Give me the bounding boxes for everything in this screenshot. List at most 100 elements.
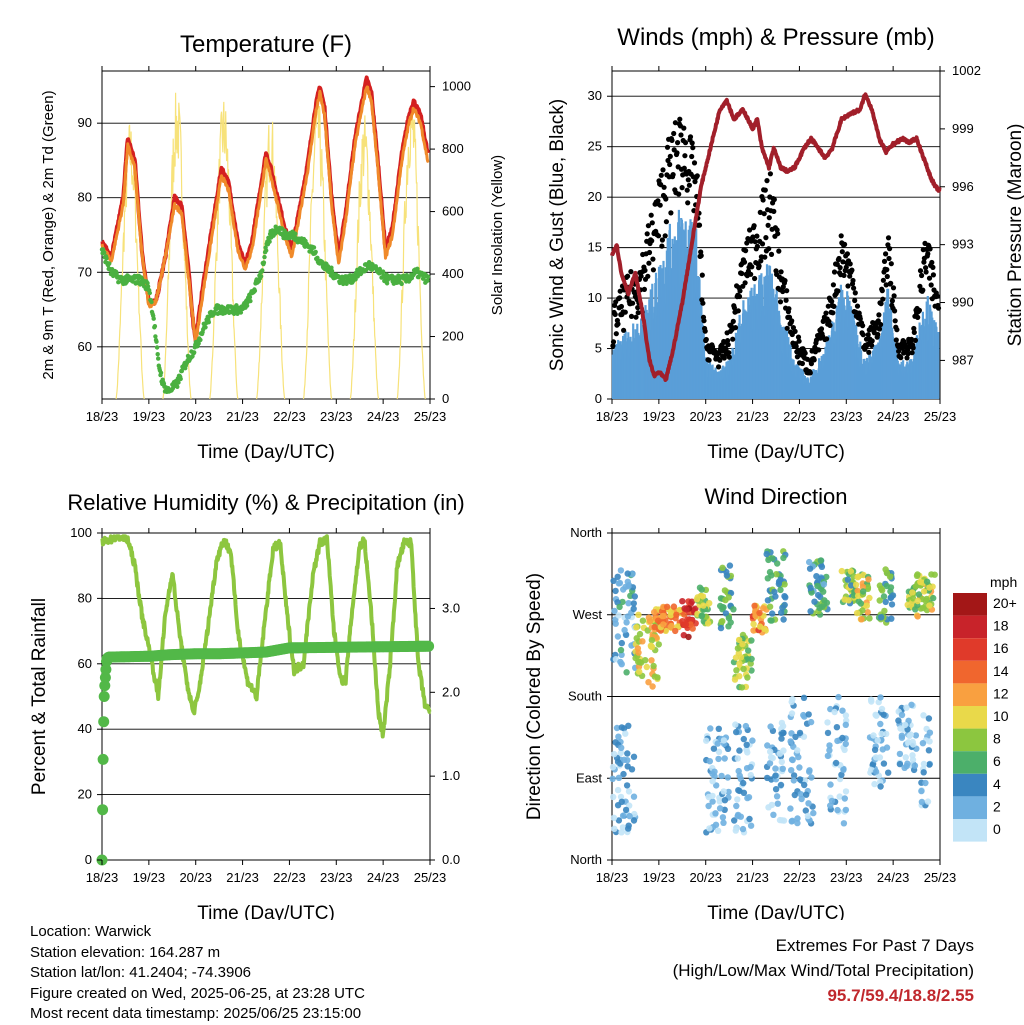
gust-point xyxy=(927,246,933,252)
direction-point xyxy=(813,573,820,580)
direction-point xyxy=(853,609,861,617)
colorbar-label: 0 xyxy=(993,821,1001,837)
gust-point xyxy=(674,150,680,156)
x-tick-label: 25/23 xyxy=(924,870,957,885)
dewpoint-point xyxy=(178,376,183,382)
gust-point xyxy=(625,273,631,279)
direction-point xyxy=(726,562,734,569)
direction-point xyxy=(719,814,727,821)
direction-point xyxy=(634,645,642,652)
gust-point xyxy=(767,171,774,177)
gust-point xyxy=(847,273,853,279)
dewpoint-point xyxy=(248,298,253,304)
gust-point xyxy=(893,337,899,343)
gust-point xyxy=(766,246,772,252)
dewpoint-point xyxy=(320,260,325,265)
direction-point xyxy=(621,626,628,634)
direction-point xyxy=(721,797,729,804)
gust-point xyxy=(682,140,689,146)
direction-point xyxy=(740,779,747,787)
direction-point xyxy=(626,812,633,820)
direction-point xyxy=(723,572,731,579)
dewpoint-point xyxy=(273,224,278,229)
direction-point xyxy=(800,694,808,701)
dewpoint-point xyxy=(425,274,431,279)
direction-point xyxy=(831,708,838,716)
gust-point xyxy=(612,311,618,317)
gust-point xyxy=(786,306,792,312)
direction-point xyxy=(789,817,796,824)
gust-point xyxy=(687,134,694,140)
direction-point xyxy=(625,583,632,590)
direction-point xyxy=(773,571,780,578)
gust-point xyxy=(691,160,698,166)
direction-point xyxy=(761,625,768,633)
gust-point xyxy=(876,326,883,332)
gust-point xyxy=(664,144,671,150)
gust-point xyxy=(830,310,836,316)
direction-point xyxy=(864,584,872,591)
gust-point xyxy=(830,282,837,288)
direction-point xyxy=(807,608,814,615)
direction-point xyxy=(904,601,911,608)
direction-point xyxy=(804,812,812,820)
direction-point xyxy=(802,807,809,814)
direction-point xyxy=(623,619,630,626)
direction-point xyxy=(788,767,795,774)
direction-point xyxy=(751,602,758,609)
direction-point xyxy=(715,725,722,732)
gust-point xyxy=(754,243,761,249)
direction-point xyxy=(844,576,852,583)
x-tick-label: 20/23 xyxy=(179,409,212,424)
colorbar-swatch xyxy=(953,660,987,684)
gust-point xyxy=(850,277,856,284)
x-tick-label: 21/23 xyxy=(226,409,259,424)
direction-point xyxy=(772,593,779,600)
direction-point xyxy=(769,754,776,762)
direction-point xyxy=(919,740,927,747)
direction-point xyxy=(624,750,631,757)
gust-point xyxy=(682,153,688,159)
direction-point xyxy=(683,606,690,613)
dewpoint-point xyxy=(149,299,154,305)
direction-point xyxy=(914,613,921,620)
direction-point xyxy=(724,774,731,781)
dewpoint-point xyxy=(153,334,158,339)
y-tick-label: 5 xyxy=(595,341,602,356)
dewpoint-point xyxy=(152,324,158,329)
gust-point xyxy=(841,272,847,278)
chart-title: Temperature (F) xyxy=(180,31,352,58)
direction-point xyxy=(789,756,796,764)
direction-point xyxy=(763,550,770,558)
gust-point xyxy=(644,231,650,237)
direction-point xyxy=(832,759,840,767)
direction-point xyxy=(718,772,725,780)
dewpoint-series xyxy=(99,224,431,394)
direction-point xyxy=(742,722,750,730)
gust-point xyxy=(742,280,748,286)
direction-point xyxy=(610,793,617,801)
direction-point xyxy=(750,620,757,628)
pressure-series xyxy=(610,92,942,382)
direction-point xyxy=(810,809,817,817)
direction-point xyxy=(778,735,785,742)
direction-point xyxy=(635,658,642,666)
y-tick-label: South xyxy=(568,689,602,704)
direction-point xyxy=(633,624,640,631)
dewpoint-point xyxy=(145,280,150,286)
direction-point xyxy=(842,806,850,814)
direction-point xyxy=(781,593,788,600)
gust-point xyxy=(887,246,893,252)
colorbar-label: 14 xyxy=(993,663,1009,679)
gust-point xyxy=(645,273,651,279)
direction-point xyxy=(721,755,728,762)
gust-point xyxy=(668,210,674,216)
colorbar-swatch xyxy=(953,706,987,729)
gust-point xyxy=(891,293,897,299)
gust-point xyxy=(860,323,866,329)
direction-point xyxy=(733,802,740,810)
direction-point xyxy=(650,662,657,670)
y-axis-label: Direction (Colored By Speed) xyxy=(524,573,545,820)
dewpoint-point xyxy=(175,384,180,389)
direction-point xyxy=(625,825,632,832)
